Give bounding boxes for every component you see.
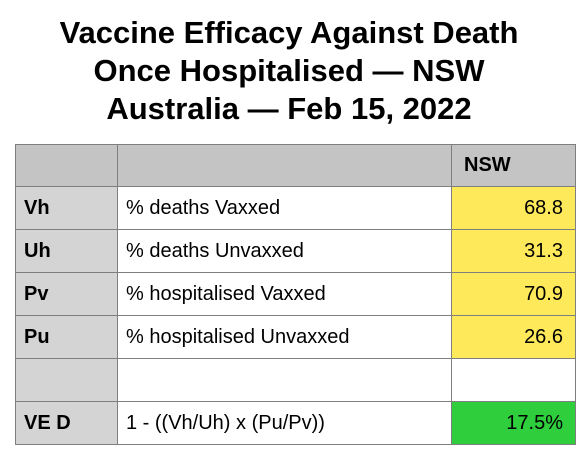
row-value: 68.8 xyxy=(451,186,576,230)
row-value: 70.9 xyxy=(451,272,576,316)
table-row: Pu % hospitalised Unvaxxed 26.6 xyxy=(15,315,576,359)
row-formula: 1 - ((Vh/Uh) x (Pu/Pv)) xyxy=(117,401,452,445)
row-code: Pu xyxy=(15,315,118,359)
table-row: Uh % deaths Unvaxxed 31.3 xyxy=(15,229,576,273)
row-label: % deaths Vaxxed xyxy=(117,186,452,230)
row-result-value: 17.5% xyxy=(451,401,576,445)
row-code: Vh xyxy=(15,186,118,230)
table-row-result: VE D 1 - ((Vh/Uh) x (Pu/Pv)) 17.5% xyxy=(15,401,576,445)
row-code xyxy=(15,358,118,402)
row-label: % deaths Unvaxxed xyxy=(117,229,452,273)
table-row-empty xyxy=(15,358,576,402)
table-row: Vh % deaths Vaxxed 68.8 xyxy=(15,186,576,230)
efficacy-table: NSW Vh % deaths Vaxxed 68.8 Uh % deaths … xyxy=(15,144,576,445)
title-line-1: Vaccine Efficacy Against Death xyxy=(59,15,519,50)
row-value: 31.3 xyxy=(451,229,576,273)
header-cell-code xyxy=(15,144,118,187)
title-line-2: Once Hospitalised — NSW xyxy=(93,53,485,88)
header-cell-label xyxy=(117,144,452,187)
row-code: Uh xyxy=(15,229,118,273)
page-title: Vaccine Efficacy Against Death Once Hosp… xyxy=(0,14,578,128)
row-label: % hospitalised Unvaxxed xyxy=(117,315,452,359)
row-code: VE D xyxy=(15,401,118,445)
table-row: Pv % hospitalised Vaxxed 70.9 xyxy=(15,272,576,316)
header-cell-region: NSW xyxy=(451,144,576,187)
row-label: % hospitalised Vaxxed xyxy=(117,272,452,316)
row-label xyxy=(117,358,452,402)
title-line-3: Australia — Feb 15, 2022 xyxy=(106,91,472,126)
row-value: 26.6 xyxy=(451,315,576,359)
row-code: Pv xyxy=(15,272,118,316)
row-value xyxy=(451,358,576,402)
table-header-row: NSW xyxy=(15,144,576,187)
